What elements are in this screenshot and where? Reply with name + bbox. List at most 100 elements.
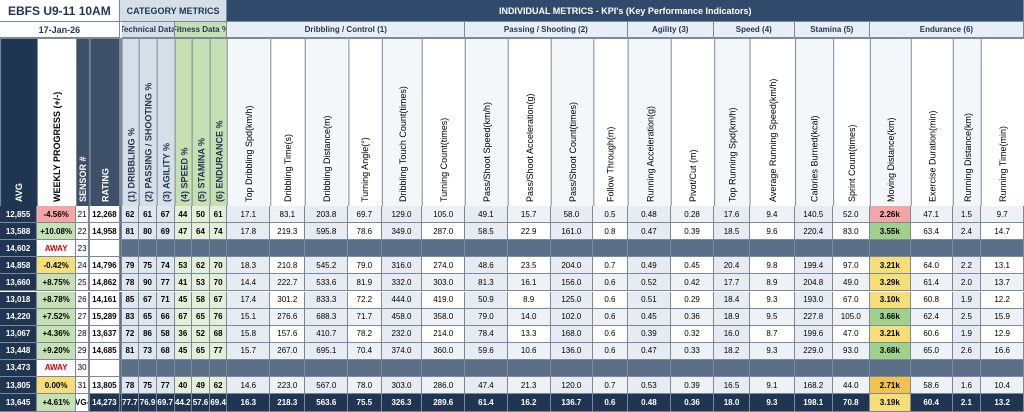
kpi-value-cell: 9.8 [750, 257, 795, 275]
kpi-value-cell: 9.5 [750, 308, 795, 326]
kpi-value-cell: 533.6 [305, 274, 349, 292]
kpi-value-cell: 688.3 [305, 308, 349, 326]
kpi-value-cell: 78.0 [348, 377, 382, 395]
kpi-value-cell: 81.9 [348, 274, 382, 292]
avg-row-kpi-cell: 16.2 [507, 394, 551, 412]
kpi-value-cell: 0.33 [671, 342, 714, 360]
avg-cell: 12,855 [0, 206, 38, 224]
kpi-value-cell [507, 359, 551, 377]
spacer-cell [119, 325, 122, 343]
kpi-value-cell: 0.36 [671, 308, 714, 326]
avg-row-sensor: VG- [76, 394, 90, 412]
kpi-value-cell: 10.6 [507, 342, 551, 360]
kpi-value-cell: 58.5 [465, 223, 508, 241]
kpi-value-cell: 16.1 [507, 274, 551, 292]
kpi-value-cell: 18.4 [713, 291, 751, 309]
category-value-cell [174, 359, 193, 377]
kpi-value-cell: 14.0 [507, 308, 551, 326]
category-value-cell [156, 359, 175, 377]
avg-row-kpi-cell: 75.5 [348, 394, 382, 412]
kpi-value-cell: 18.2 [713, 342, 751, 360]
sensor-cell: 27 [76, 308, 90, 326]
kpi-value-cell: 2.71k [869, 377, 911, 395]
kpi-value-cell: 17.6 [713, 206, 751, 224]
spacer-cell [119, 257, 122, 275]
category-value-cell: 61 [209, 206, 228, 224]
avg-row-category-cell: 77.7 [121, 394, 140, 412]
kpi-value-cell: 78.4 [465, 325, 508, 343]
avg-row-category-cell: 57.6 [192, 394, 210, 412]
category-value-cell [192, 240, 210, 258]
avg-cell: 14,858 [0, 257, 38, 275]
category-value-cell [121, 240, 140, 258]
kpi-value-cell: 15.7 [227, 342, 271, 360]
avg-row-avg: 13,645 [0, 394, 38, 412]
kpi-value-cell: 276.6 [270, 308, 306, 326]
kpi-value-cell: 358.0 [422, 308, 466, 326]
category-value-cell [139, 240, 157, 258]
kpi-value-cell: 3.21k [869, 325, 911, 343]
column-header: Running Acceleration(g) [627, 38, 672, 206]
category-value-cell: 61 [139, 206, 157, 224]
column-header: Dribbling Touch Count(times) [381, 38, 423, 206]
kpi-value-cell: 9.4 [750, 206, 795, 224]
kpi-value-cell: 0.39 [671, 377, 714, 395]
kpi-value-cell: 17.1 [227, 206, 271, 224]
rating-cell: 14,862 [90, 274, 120, 292]
kpi-value-cell: 15.1 [227, 308, 271, 326]
kpi-value-cell: 105.0 [422, 206, 466, 224]
kpi-value-cell: 833.3 [305, 291, 349, 309]
category-value-cell [121, 359, 140, 377]
kpi-value-cell: 12.2 [981, 291, 1024, 309]
kpi-group-header: Speed (4) [713, 22, 795, 38]
kpi-value-cell: 168.0 [550, 325, 594, 343]
avg-row-kpi-cell: 13.2 [981, 394, 1024, 412]
kpi-value-cell: 9.6 [750, 223, 795, 241]
column-header: Follow Through(m) [593, 38, 628, 206]
category-value-cell: 65 [192, 308, 210, 326]
kpi-value-cell: 102.0 [550, 308, 594, 326]
kpi-value-cell: 3.68k [869, 342, 911, 360]
category-metrics-title: CATEGORY METRICS [119, 0, 228, 22]
kpi-value-cell: 136.0 [550, 342, 594, 360]
category-value-cell: 68 [209, 325, 228, 343]
rating-cell [90, 240, 120, 258]
rating-cell: 14,685 [90, 342, 120, 360]
kpi-value-cell [422, 359, 466, 377]
kpi-value-cell: 3.29k [869, 274, 911, 292]
kpi-value-cell: 0.39 [671, 223, 714, 241]
kpi-value-cell [507, 240, 551, 258]
category-value-cell: 70 [209, 257, 228, 275]
spacer-cell [89, 274, 91, 292]
kpi-value-cell: 220.4 [794, 223, 833, 241]
kpi-value-cell: 193.0 [794, 291, 833, 309]
kpi-value-cell: 44.0 [832, 377, 870, 395]
category-value-cell: 71 [156, 291, 175, 309]
avg-row-kpi-cell: 218.3 [270, 394, 306, 412]
spacer-cell [89, 223, 91, 241]
column-header: AVG [0, 38, 38, 206]
kpi-value-cell: 17.8 [227, 223, 271, 241]
kpi-value-cell: 12.9 [981, 325, 1024, 343]
column-header: WEEKLY PROGRESS (+/-) [37, 38, 77, 206]
avg-row-kpi-cell: 198.1 [794, 394, 833, 412]
kpi-value-cell: 79.0 [465, 308, 508, 326]
kpi-value-cell: 48.6 [465, 257, 508, 275]
category-value-cell [209, 359, 228, 377]
kpi-value-cell: 1.9 [952, 291, 982, 309]
kpi-value-cell [465, 359, 508, 377]
kpi-value-cell: 287.0 [422, 223, 466, 241]
kpi-value-cell: 286.0 [422, 377, 466, 395]
spacer-cell [89, 359, 91, 377]
kpi-value-cell: 16.5 [713, 377, 751, 395]
kpi-value-cell: 13.1 [981, 257, 1024, 275]
kpi-value-cell [713, 359, 751, 377]
kpi-value-cell: 232.0 [381, 325, 423, 343]
kpi-value-cell: 18.9 [713, 308, 751, 326]
kpi-value-cell: 78.2 [348, 325, 382, 343]
kpi-value-cell: 267.0 [270, 342, 306, 360]
kpi-value-cell: 3.21k [869, 257, 911, 275]
kpi-value-cell [627, 359, 672, 377]
kpi-value-cell: 0.6 [593, 291, 628, 309]
kpi-value-cell [348, 240, 382, 258]
